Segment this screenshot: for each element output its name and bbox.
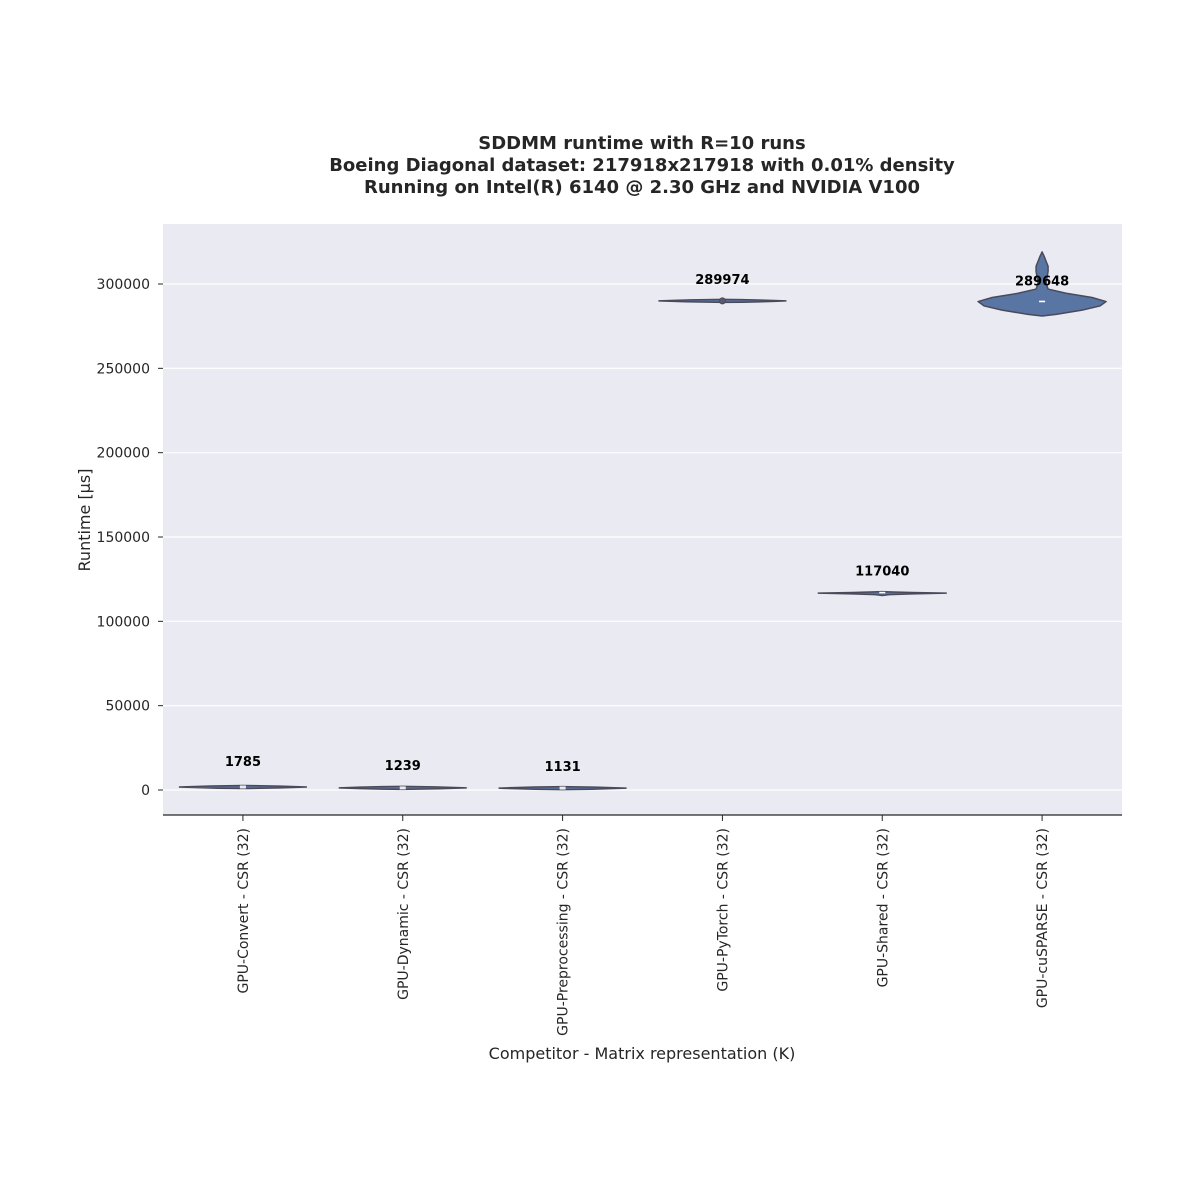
grid-lines xyxy=(163,283,1122,791)
x-axis-ticks: GPU-Convert - CSR (32) GPU-Dynamic - CSR … xyxy=(236,815,1051,1036)
title-line-2: Boeing Diagonal dataset: 217918x217918 w… xyxy=(329,155,955,176)
y-tick-label: 0 xyxy=(141,783,150,799)
median-marker xyxy=(1039,300,1046,303)
median-marker xyxy=(239,785,246,789)
y-tick-label: 200000 xyxy=(97,446,150,462)
median-value-label: 289648 xyxy=(1015,274,1069,289)
y-axis-ticks: 0 50000 100000 150000 200000 250000 300000 xyxy=(97,277,163,799)
y-tick-label: 300000 xyxy=(97,277,150,293)
median-value-label: 1239 xyxy=(385,759,421,774)
median-value-label: 1785 xyxy=(225,755,261,770)
x-tick-label: GPU-Shared - CSR (32) xyxy=(875,828,891,987)
x-axis-label: Competitor - Matrix representation (K) xyxy=(489,1044,796,1063)
x-tick-label: GPU-Convert - CSR (32) xyxy=(236,828,252,993)
median-marker xyxy=(718,297,726,305)
x-tick-label: GPU-PyTorch - CSR (32) xyxy=(715,828,731,992)
x-tick-label: GPU-Preprocessing - CSR (32) xyxy=(556,828,572,1036)
median-labels: 1785 1239 1131 289974 117040 289648 xyxy=(225,273,1069,775)
y-tick-label: 250000 xyxy=(97,361,150,377)
y-axis-label: Runtime [µs] xyxy=(75,469,94,572)
violins xyxy=(178,251,1107,791)
title-line-1: SDDMM runtime with R=10 runs xyxy=(478,133,805,154)
median-marker xyxy=(879,591,886,594)
median-marker xyxy=(399,786,406,790)
title-line-3: Running on Intel(R) 6140 @ 2.30 GHz and … xyxy=(364,177,920,198)
median-value-label: 289974 xyxy=(695,273,749,288)
violin-body xyxy=(977,251,1107,317)
median-value-label: 117040 xyxy=(855,565,909,580)
y-tick-label: 50000 xyxy=(105,699,150,715)
median-marker xyxy=(559,786,566,790)
plot-area xyxy=(163,224,1122,815)
x-tick-label: GPU-cuSPARSE - CSR (32) xyxy=(1035,828,1051,1008)
median-value-label: 1131 xyxy=(544,760,580,775)
y-tick-label: 100000 xyxy=(97,614,150,630)
chart-title: SDDMM runtime with R=10 runs Boeing Diag… xyxy=(329,133,955,198)
y-tick-label: 150000 xyxy=(97,530,150,546)
x-tick-label: GPU-Dynamic - CSR (32) xyxy=(396,828,412,1000)
violin-body xyxy=(817,590,947,597)
